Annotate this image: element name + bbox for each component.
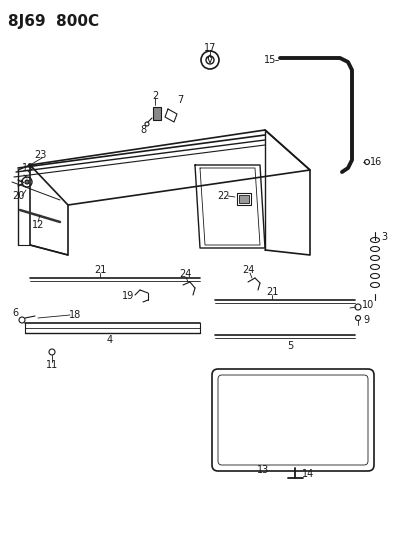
Bar xyxy=(153,107,161,120)
Text: 21: 21 xyxy=(266,287,278,297)
Text: 15: 15 xyxy=(264,55,276,65)
Text: 24: 24 xyxy=(179,269,191,279)
Text: 5: 5 xyxy=(287,341,293,351)
Text: 24: 24 xyxy=(242,265,254,275)
Bar xyxy=(239,195,249,203)
Text: 19: 19 xyxy=(122,291,134,301)
Text: 11: 11 xyxy=(46,360,58,370)
Text: 19: 19 xyxy=(22,163,34,173)
Text: 8: 8 xyxy=(140,125,146,135)
Text: 12: 12 xyxy=(32,220,44,230)
Text: 6: 6 xyxy=(12,308,18,318)
Text: 16: 16 xyxy=(370,157,382,167)
Text: 2: 2 xyxy=(152,91,158,101)
Text: 3: 3 xyxy=(381,232,387,242)
Text: 13: 13 xyxy=(257,465,269,475)
Text: 7: 7 xyxy=(177,95,183,105)
Text: 9: 9 xyxy=(363,315,369,325)
Text: 23: 23 xyxy=(34,150,46,160)
Text: 17: 17 xyxy=(204,43,216,53)
Text: 21: 21 xyxy=(94,265,106,275)
Bar xyxy=(237,193,251,205)
Text: 4: 4 xyxy=(107,335,113,345)
Text: 10: 10 xyxy=(362,300,374,310)
Text: 8J69  800C: 8J69 800C xyxy=(8,14,99,29)
Text: 20: 20 xyxy=(12,191,24,201)
Text: 14: 14 xyxy=(302,469,314,479)
Text: 22: 22 xyxy=(218,191,230,201)
Text: 18: 18 xyxy=(69,310,81,320)
Circle shape xyxy=(25,180,29,184)
